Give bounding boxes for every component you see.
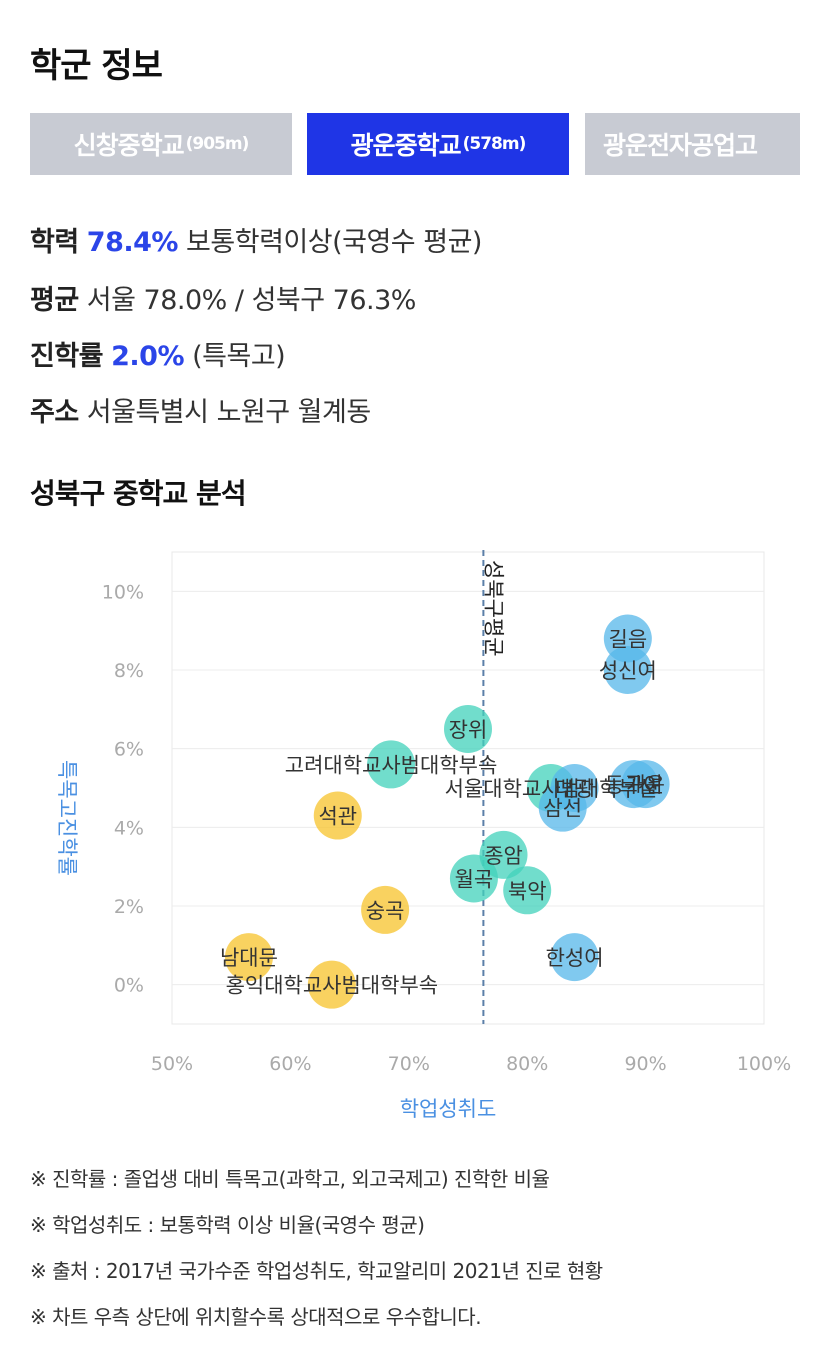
x-axis-label: 학업성취도 xyxy=(400,1097,497,1121)
note-achievement: ※ 학업성취도 : 보통학력 이상 비율(국영수 평균) xyxy=(30,1213,425,1237)
scatter-point xyxy=(224,933,273,982)
point-label: 월곡 xyxy=(455,867,494,891)
advancement-value: 2.0% xyxy=(111,341,185,372)
info-average: 평균 서울 78.0% / 성북구 76.3% xyxy=(30,278,416,317)
scatter-point xyxy=(603,646,652,694)
y-tick-label: 6% xyxy=(114,739,144,761)
scatter-point xyxy=(550,933,599,982)
scatter-point xyxy=(361,885,410,934)
point-label: 삼선 xyxy=(543,797,582,821)
point-label: 동구여 xyxy=(605,773,663,797)
x-tick-label: 90% xyxy=(624,1053,666,1075)
scatter-point xyxy=(621,760,670,809)
point-label: 홍익대학교사범대학부속 xyxy=(226,974,439,998)
address-label: 주소 xyxy=(30,397,79,428)
point-label: 서울대학교사범대학부설 xyxy=(445,777,658,801)
page-title: 학군 정보 xyxy=(30,46,163,86)
y-tick-label: 8% xyxy=(114,660,144,682)
x-tick-label: 100% xyxy=(737,1053,791,1075)
scatter-point xyxy=(449,854,498,903)
tab-school-name: 광운전자공업고 xyxy=(603,131,758,160)
info-address: 주소 서울특별시 노원구 월계동 xyxy=(30,390,371,429)
point-label: 개운 xyxy=(626,773,665,797)
tab-school-distance: (905m) xyxy=(185,134,250,154)
note-source: ※ 출처 : 2017년 국가수준 학업성취도, 학교알리미 2021년 진로 … xyxy=(30,1259,603,1283)
point-label: 성신여 xyxy=(599,659,657,683)
point-label: 종암 xyxy=(484,844,523,868)
point-label: 석관 xyxy=(318,805,357,829)
tab-school-distance: (578m) xyxy=(462,134,527,154)
x-tick-label: 50% xyxy=(151,1053,193,1075)
point-label: 길음 xyxy=(609,628,648,652)
school-scatter-chart: 0% 2% 4% 6% 8% 10% 50% 60% 70% 80% 90% 100% 학업성취도 특목고… xyxy=(55,550,791,1121)
tab-school-0[interactable]: 신창중학교 (905m) xyxy=(30,113,292,175)
scatter-point xyxy=(503,866,552,915)
y-tick-label: 0% xyxy=(114,975,144,997)
point-label: 대광 xyxy=(555,777,594,801)
achievement-desc: 보통학력이상(국영수 평균) xyxy=(186,227,482,258)
point-label: 고려대학교사범대학부속 xyxy=(285,753,498,777)
y-tick-label: 2% xyxy=(114,896,144,918)
scatter-point xyxy=(367,740,416,789)
note-position: ※ 차트 우측 상단에 위치할수록 상대적으로 우수합니다. xyxy=(30,1305,482,1329)
tab-school-2[interactable]: 광운전자공업고 xyxy=(585,113,800,175)
average-label: 평균 xyxy=(30,285,79,316)
point-label: 장위 xyxy=(449,718,488,742)
note-advancement: ※ 진학률 : 졸업생 대비 특목고(과학고, 외고국제고) 진학한 비율 xyxy=(30,1167,550,1191)
address-text: 서울특별시 노원구 월계동 xyxy=(86,397,371,428)
scatter-point xyxy=(444,705,492,753)
point-label: 숭곡 xyxy=(366,899,405,923)
x-tick-label: 60% xyxy=(269,1053,311,1075)
tab-school-name: 광운중학교 xyxy=(350,131,462,160)
y-tick-label: 4% xyxy=(114,817,144,839)
y-axis-label: 특목고진학률 xyxy=(55,760,79,876)
point-label: 남대문 xyxy=(220,946,278,970)
analysis-title: 성북구 중학교 분석 xyxy=(30,477,247,510)
tab-school-name: 신창중학교 xyxy=(73,131,185,160)
info-achievement: 학력 78.4% 보통학력이상(국영수 평균) xyxy=(30,220,482,259)
scatter-point xyxy=(307,960,356,1009)
plot-frame xyxy=(171,551,765,1025)
x-tick-label: 80% xyxy=(506,1053,548,1075)
point-label: 북악 xyxy=(508,879,547,903)
scatter-point xyxy=(313,791,362,840)
point-label: 한성여 xyxy=(546,946,604,970)
x-tick-label: 70% xyxy=(388,1053,430,1075)
achievement-value: 78.4% xyxy=(86,227,179,258)
reference-line-label: 성북구평균 xyxy=(481,560,505,657)
tab-school-1[interactable]: 광운중학교 (578m) xyxy=(307,113,569,175)
advancement-label: 진학률 xyxy=(30,341,104,372)
school-tabs: 신창중학교 (905m) 광운중학교 (578m) 광운전자공업고 xyxy=(30,113,800,175)
y-tick-label: 10% xyxy=(102,581,144,603)
achievement-label: 학력 xyxy=(30,227,79,258)
average-text: 서울 78.0% / 성북구 76.3% xyxy=(86,285,417,316)
scatter-point xyxy=(538,783,587,832)
advancement-desc: (특목고) xyxy=(192,341,286,372)
info-advancement: 진학률 2.0% (특목고) xyxy=(30,334,286,373)
